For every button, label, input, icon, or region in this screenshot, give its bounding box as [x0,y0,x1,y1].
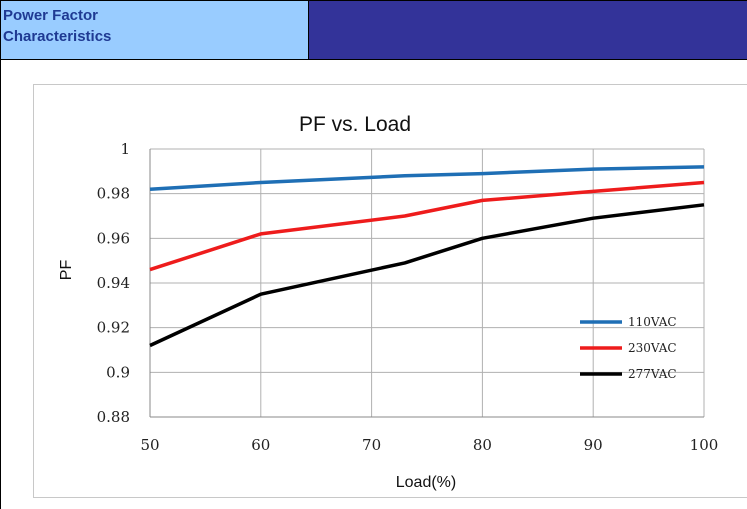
y-tick-label: 1 [120,140,130,158]
section-title-line1: Power Factor [3,7,99,24]
series-line-110vac [149,165,705,191]
header-band [309,0,747,60]
section-title-line2: Characteristics [3,28,112,45]
y-tick-label: 0.98 [97,185,130,203]
legend-label-230vac: 230VAC [628,341,677,355]
chart-ticks: 50 60 70 80 90 100 0.88 0.9 0.92 0.94 0.96 0.98 1 [97,140,719,454]
y-tick-label: 0.96 [97,229,130,247]
series-line-277vac [149,203,705,348]
chart-legend: 110VAC 230VAC 277VAC [580,315,677,381]
y-tick-label: 0.92 [97,319,130,337]
x-tick-label: 60 [251,436,270,454]
legend-label-277vac: 277VAC [628,367,677,381]
table-left-border [0,60,1,509]
chart-series [149,165,705,348]
x-tick-label: 100 [690,436,719,454]
x-axis-label: Load(%) [396,474,456,491]
x-tick-label: 80 [473,436,492,454]
x-tick-label: 50 [140,436,159,454]
y-axis-label: PF [58,260,75,281]
chart-grid [149,148,705,418]
legend-label-110vac: 110VAC [628,315,677,329]
x-tick-label: 70 [362,436,381,454]
series-line-230vac [149,180,705,272]
section-header: Power Factor Characteristics [0,0,309,60]
y-tick-label: 0.94 [97,274,130,292]
y-tick-label: 0.88 [97,408,130,426]
y-tick-label: 0.9 [106,363,130,381]
x-tick-label: 90 [584,436,603,454]
chart-title: PF vs. Load [299,113,411,136]
chart-frame [33,84,747,498]
